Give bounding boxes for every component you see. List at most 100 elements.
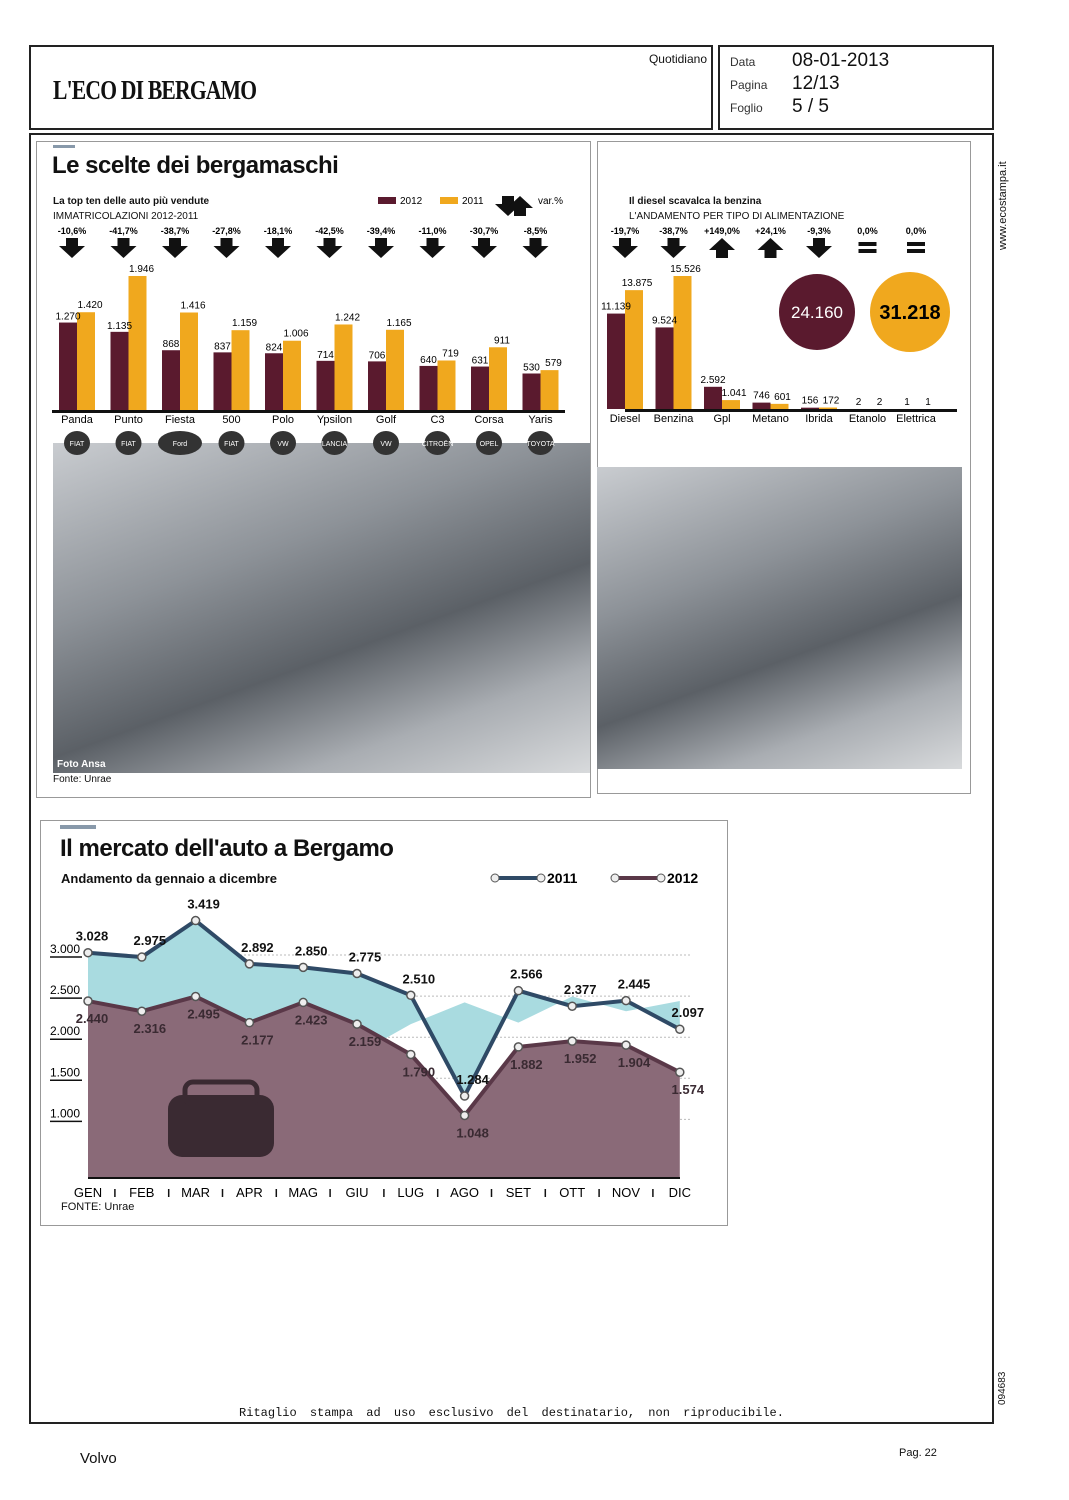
- bar-2012: [265, 353, 283, 410]
- bar-2012: [368, 361, 386, 410]
- month-label: GEN: [74, 1185, 102, 1200]
- monthly-chart: 3.000 2.500 2.000 1.500 1.000 GEN 3.028 2.440 FE…: [50, 870, 705, 1200]
- var-label: -18,1%: [264, 226, 293, 236]
- line-2012: [87, 994, 681, 1119]
- data-label-2012: 2.159: [349, 1034, 382, 1049]
- data-label-2011: 2.377: [564, 982, 597, 997]
- pagina-value: 12/13: [792, 73, 840, 94]
- down-arrow-icon: [660, 238, 687, 258]
- brand-logo-text: CITROËN: [422, 440, 454, 448]
- bar-label-2012: 746: [753, 391, 770, 402]
- bar-label-2012: 837: [214, 341, 231, 352]
- bar-2012: [110, 331, 129, 410]
- data-label-2011: 3.028: [76, 929, 109, 944]
- point-2011: [567, 1001, 577, 1011]
- line-2011: [87, 918, 681, 1101]
- point-2012: [675, 1067, 685, 1077]
- var-label: 0,0%: [857, 226, 878, 236]
- bar-2011: [770, 403, 789, 409]
- legend-var-label: var.%: [538, 196, 563, 207]
- point-2011: [244, 959, 255, 969]
- bar-2012: [471, 366, 489, 410]
- point-2011: [83, 947, 93, 958]
- chart3-subtitle: Andamento da gennaio a dicembre: [61, 871, 277, 886]
- data-label: Data: [730, 55, 756, 69]
- brand-logo-icon: [476, 431, 502, 455]
- bar-label-2012: 824: [266, 342, 283, 353]
- y-tick-label: 2.000: [50, 1024, 80, 1038]
- bar-label-2012: 1.135: [107, 321, 132, 332]
- equal-arrow-icon: [858, 242, 877, 246]
- down-arrow-icon: [806, 238, 832, 258]
- var-label: +149,0%: [704, 226, 740, 236]
- down-arrow-icon: [471, 238, 497, 258]
- data-label-2012: 1.882: [510, 1057, 543, 1072]
- month-label: APR: [236, 1185, 263, 1200]
- month-label: SET: [506, 1185, 531, 1200]
- point-2011: [459, 1091, 470, 1101]
- var-label: -30,7%: [470, 226, 499, 236]
- site-label: www.ecostampa.it: [997, 161, 1009, 250]
- fuel-chart: -19,7% 11.139 13.875 Diesel -38,7% 9.524 15.52…: [601, 226, 957, 425]
- category-label: Punto: [114, 414, 143, 426]
- category-label: Fiesta: [165, 414, 196, 426]
- bar-label-2011: 13.875: [622, 278, 653, 289]
- legend-2011-label: 2011: [547, 870, 578, 886]
- newspaper-logo: L'ECO DI BERGAMO: [53, 75, 257, 105]
- data-value: 08-01-2013: [792, 50, 890, 71]
- down-arrow-icon: [419, 238, 446, 258]
- source-label: Fonte: Unrae: [53, 774, 112, 785]
- x-axis: [52, 410, 565, 413]
- category-label: Polo: [272, 414, 294, 426]
- down-arrow-icon: [316, 238, 343, 258]
- photo-credit: Foto Ansa: [57, 759, 106, 770]
- bar-2011: [489, 347, 507, 410]
- point-2012: [459, 1110, 470, 1121]
- bar-2012: [704, 386, 722, 409]
- bar-2011: [819, 407, 837, 409]
- page-number: Pag. 22: [899, 1447, 937, 1459]
- bar-2012: [59, 322, 77, 410]
- brand-logo-icon: [270, 431, 296, 455]
- bar-2011: [386, 329, 404, 410]
- month-label: MAG: [288, 1185, 318, 1200]
- equal-arrow-icon: [907, 249, 925, 253]
- down-arrow-icon: [59, 238, 85, 258]
- x-axis: [88, 1177, 680, 1179]
- var-label: +24,1%: [755, 226, 786, 236]
- legend-2012-label: 2012: [667, 870, 698, 886]
- section-tag: [53, 145, 75, 148]
- data-label-2012: 1.790: [403, 1064, 436, 1079]
- bar-2012: [522, 373, 541, 410]
- brand-logo-text: OPEL: [480, 441, 499, 448]
- bar-label-2011: 911: [494, 335, 510, 346]
- y-tick-label: 3.000: [50, 942, 80, 956]
- y-tick-label: 1.000: [50, 1106, 80, 1120]
- brand-logo-icon: [115, 431, 142, 455]
- brand-logo-text: VW: [380, 441, 392, 448]
- bar-label-2012: 11.139: [601, 302, 631, 313]
- car-photo: [597, 467, 962, 769]
- category-label: Yaris: [528, 414, 553, 426]
- bar-2011: [334, 324, 353, 410]
- total-2011-circle: [870, 272, 950, 352]
- var-label: 0,0%: [906, 226, 927, 236]
- total-2012-label: 24.160: [791, 303, 843, 322]
- bar-label-2012: 640: [420, 355, 437, 366]
- data-label-2011: 2.975: [134, 933, 167, 948]
- point-2012: [406, 1049, 416, 1060]
- copyright-notice: Ritaglio stampa ad uso esclusivo del des…: [239, 1406, 784, 1420]
- point-2012: [621, 1040, 631, 1050]
- down-arrow-icon: [213, 238, 240, 258]
- category-label: Ibrida: [805, 413, 833, 425]
- brand-logo-text: FIAT: [70, 441, 85, 448]
- data-label-2012: 2.495: [187, 1007, 220, 1022]
- bar-label-2012: 868: [163, 339, 180, 350]
- var-label: -27,8%: [212, 226, 241, 236]
- month-label: NOV: [612, 1185, 641, 1200]
- publication-type: Quotidiano: [648, 52, 707, 66]
- bar-2012: [752, 402, 771, 409]
- data-label-2012: 1.904: [618, 1055, 651, 1070]
- total-2012-circle: [779, 274, 855, 350]
- var-label: -11,0%: [418, 226, 446, 236]
